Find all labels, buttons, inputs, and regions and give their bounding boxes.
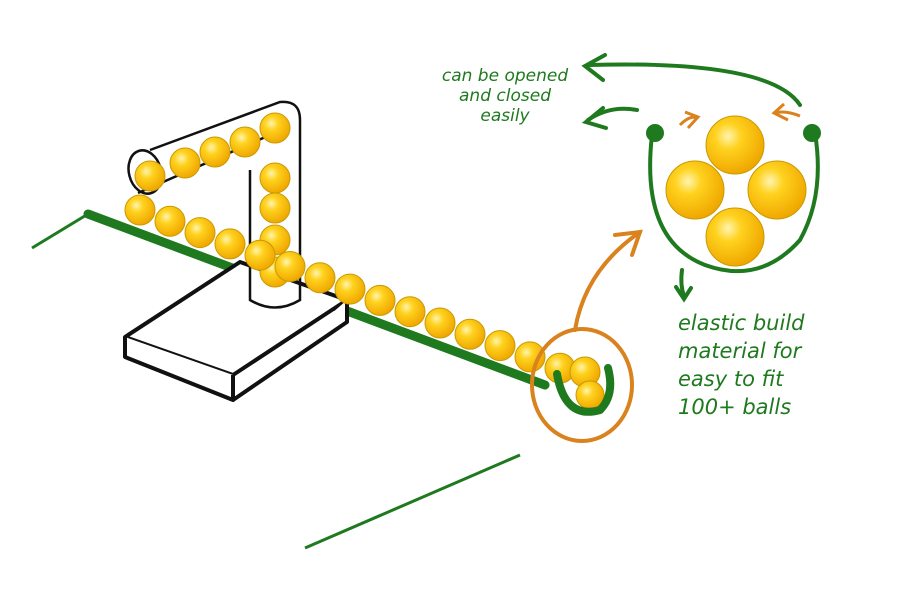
annotation-line: easily — [480, 105, 530, 126]
ball — [169, 147, 201, 179]
ball — [274, 251, 306, 282]
ball — [705, 115, 765, 175]
annotation-arrows — [581, 53, 802, 303]
ball — [214, 228, 246, 260]
annotation-line: 100+ balls — [678, 395, 792, 420]
ball — [134, 160, 166, 192]
open-close-annotation: can be opened and closed easily — [425, 66, 585, 128]
ball — [484, 330, 516, 362]
ball — [304, 262, 336, 294]
ball — [259, 112, 291, 144]
ball — [259, 162, 291, 194]
ball — [705, 207, 765, 267]
ball — [665, 160, 725, 220]
cup-highlight-circle — [530, 327, 634, 443]
annotation-line: material for — [678, 339, 802, 364]
ball — [229, 126, 261, 158]
ball — [334, 273, 366, 305]
collection-cup — [553, 364, 615, 416]
ball — [747, 160, 807, 220]
ball — [424, 307, 456, 339]
table-edges — [31, 212, 521, 550]
ball — [184, 217, 216, 249]
balls-group — [124, 112, 605, 410]
ball — [124, 194, 156, 226]
ball — [364, 284, 396, 316]
ball — [259, 192, 291, 224]
annotation-line: easy to fit — [678, 367, 784, 392]
annotation-line: elastic build — [678, 311, 805, 335]
annotation-line: and closed — [459, 85, 551, 106]
annotation-line: can be opened — [441, 66, 569, 86]
ball — [514, 341, 546, 373]
ball — [154, 205, 186, 237]
material-annotation: elastic build material for easy to fit 1… — [678, 312, 878, 424]
ball — [454, 318, 486, 350]
ball — [394, 296, 426, 328]
ball — [199, 136, 231, 168]
cup-detail — [646, 102, 821, 274]
detail-arrow — [573, 229, 643, 332]
ball — [244, 239, 276, 271]
detail-balls — [665, 115, 807, 267]
